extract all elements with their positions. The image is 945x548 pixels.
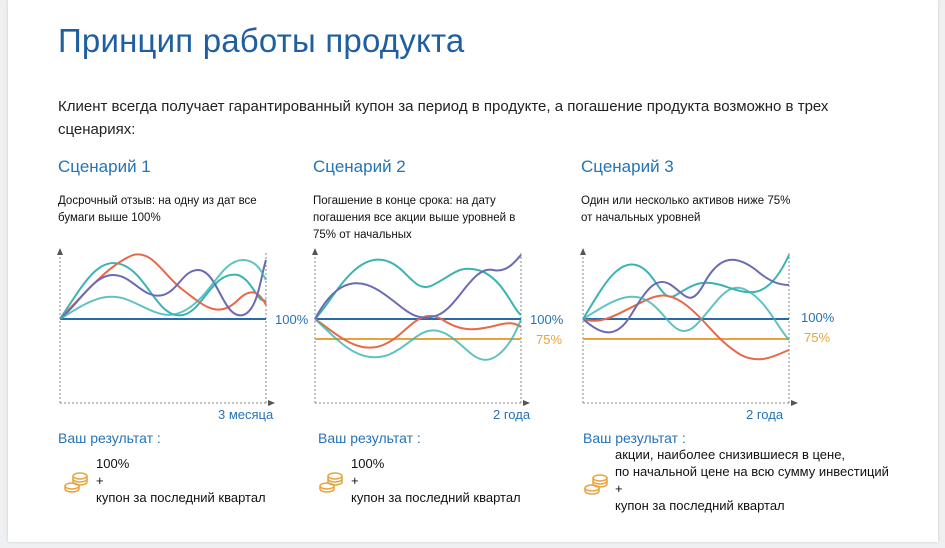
series-line — [582, 254, 790, 320]
scenario-1-title: Сценарий 1 — [58, 157, 151, 176]
series-line — [314, 314, 522, 349]
series-line — [59, 259, 267, 320]
result-line: акции, наиболее снизившиеся в цене, — [615, 447, 846, 462]
series-line — [582, 294, 790, 361]
scenario-2-chart: 100% 75% 2 года — [312, 248, 564, 422]
coins-icon — [64, 472, 88, 493]
series-line — [314, 254, 522, 320]
level-100-label: 100% — [801, 310, 835, 325]
x-end-label: 3 месяца — [218, 407, 274, 422]
scenario-3-result-title: Ваш результат : — [583, 430, 686, 446]
coins-icon — [584, 474, 608, 495]
slide: Принцип работы продукта Клиент всегда по… — [8, 0, 938, 542]
scenario-3-description: Один или несколько активов ниже 75% от н… — [581, 195, 791, 224]
result-line: купон за последний квартал — [351, 490, 521, 505]
scenario-1-chart: 100% 3 месяца — [57, 248, 309, 422]
intro-text: Клиент всегда получает гарантированный к… — [58, 98, 829, 138]
scenario-3-result: акции, наиболее снизившиеся в цене, по н… — [615, 446, 889, 514]
coins-icon — [319, 472, 343, 493]
series-line — [59, 258, 267, 320]
result-line: + — [96, 473, 104, 488]
level-75-label: 75% — [536, 332, 562, 347]
series-line — [59, 262, 267, 320]
scenario-2-result-title: Ваш результат : — [318, 430, 421, 446]
scenario-1-description: Досрочный отзыв: на одну из дат все бума… — [58, 195, 257, 224]
y-axis-arrow-icon — [312, 248, 318, 255]
result-line: + — [351, 473, 359, 488]
level-75-label: 75% — [804, 330, 830, 345]
level-100-label: 100% — [530, 312, 564, 327]
scenario-1-result-title: Ваш результат : — [58, 430, 161, 446]
result-line: купон за последний квартал — [615, 498, 785, 513]
y-axis-arrow-icon — [57, 248, 63, 255]
page-title: Принцип работы продукта — [58, 22, 465, 59]
series-line — [314, 318, 522, 361]
series-line — [582, 286, 790, 341]
y-axis-arrow-icon — [580, 248, 586, 255]
x-end-label: 2 года — [746, 407, 784, 422]
level-100-label: 100% — [275, 312, 309, 327]
result-line: 100% — [351, 456, 385, 471]
x-axis-arrow-icon — [791, 400, 798, 406]
scenario-3-title: Сценарий 3 — [581, 157, 674, 176]
series-line — [59, 253, 267, 320]
result-line: 100% — [96, 456, 130, 471]
x-axis-arrow-icon — [523, 400, 530, 406]
scenario-2-title: Сценарий 2 — [313, 157, 406, 176]
scenario-3-chart: 100% 75% 2 года — [580, 248, 835, 422]
result-line: купон за последний квартал — [96, 490, 266, 505]
result-line: по начальной цене на всю сумму инвестици… — [615, 464, 889, 479]
series-line — [314, 258, 522, 320]
scenario-1-result: 100% + купон за последний квартал — [96, 455, 266, 506]
scenario-2-description: Погашение в конце срока: на дату погашен… — [313, 195, 516, 241]
x-axis-arrow-icon — [268, 400, 275, 406]
result-line: + — [615, 481, 623, 496]
series-line — [582, 258, 790, 334]
x-end-label: 2 года — [493, 407, 531, 422]
scenario-2-result: 100% + купон за последний квартал — [351, 455, 521, 506]
